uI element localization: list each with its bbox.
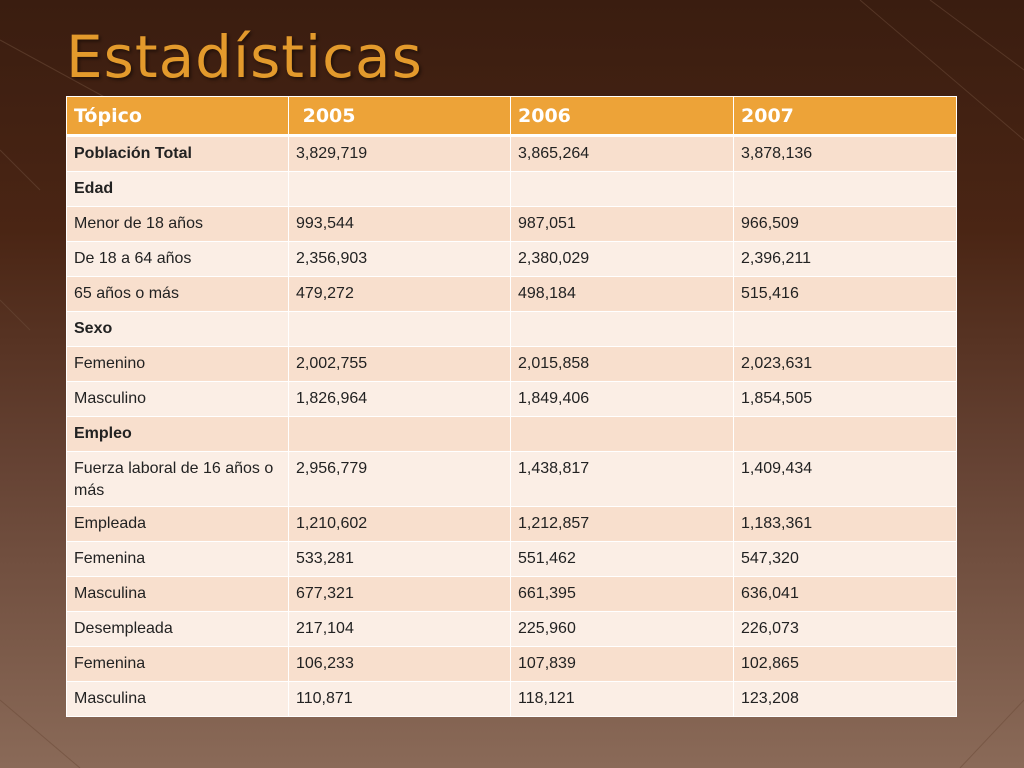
row-value: 1,438,817 xyxy=(510,451,734,507)
row-value: 1,212,857 xyxy=(510,506,734,542)
row-value: 966,509 xyxy=(733,206,957,242)
row-value: 479,272 xyxy=(288,276,511,312)
table-row: Masculina 110,871 118,121 123,208 xyxy=(66,681,957,717)
row-value: 3,878,136 xyxy=(733,135,957,172)
row-value: 551,462 xyxy=(510,541,734,577)
table-row: Fuerza laboral de 16 años o más 2,956,779… xyxy=(66,451,957,507)
row-value: 987,051 xyxy=(510,206,734,242)
table-header-row: Tópico 2005 2006 2007 xyxy=(66,96,957,137)
table-row: Menor de 18 años 993,544 987,051 966,509 xyxy=(66,206,957,242)
table-row: Población Total 3,829,719 3,865,264 3,878,1… xyxy=(66,135,957,172)
row-value: 993,544 xyxy=(288,206,511,242)
statistics-table: Tópico 2005 2006 2007 Población Total 3,8… xyxy=(66,96,957,717)
column-header-2005: 2005 xyxy=(288,96,511,137)
row-value: 2,380,029 xyxy=(510,241,734,277)
row-value: 217,104 xyxy=(288,611,511,647)
table-row: Desempleada 217,104 225,960 226,073 xyxy=(66,611,957,647)
row-value xyxy=(733,171,957,207)
row-value: 2,015,858 xyxy=(510,346,734,382)
table-row: Empleo xyxy=(66,416,957,452)
row-value: 226,073 xyxy=(733,611,957,647)
row-value: 118,121 xyxy=(510,681,734,717)
row-value: 1,826,964 xyxy=(288,381,511,417)
row-value xyxy=(733,416,957,452)
row-label: Edad xyxy=(66,171,289,207)
row-value: 636,041 xyxy=(733,576,957,612)
row-label: Masculina xyxy=(66,681,289,717)
table-row: Edad xyxy=(66,171,957,207)
row-label: Masculina xyxy=(66,576,289,612)
row-value: 2,002,755 xyxy=(288,346,511,382)
row-value: 1,854,505 xyxy=(733,381,957,417)
row-value: 1,849,406 xyxy=(510,381,734,417)
row-value: 3,829,719 xyxy=(288,135,511,172)
row-value: 106,233 xyxy=(288,646,511,682)
row-label: Femenina xyxy=(66,541,289,577)
row-value: 110,871 xyxy=(288,681,511,717)
page-title: Estadísticas xyxy=(66,23,423,91)
row-value: 515,416 xyxy=(733,276,957,312)
table-row: Empleada 1,210,602 1,212,857 1,183,361 xyxy=(66,506,957,542)
row-value: 2,023,631 xyxy=(733,346,957,382)
table-row: Femenina 533,281 551,462 547,320 xyxy=(66,541,957,577)
row-label: 65 años o más xyxy=(66,276,289,312)
row-value: 102,865 xyxy=(733,646,957,682)
row-label: Femenino xyxy=(66,346,289,382)
row-value: 677,321 xyxy=(288,576,511,612)
row-value: 123,208 xyxy=(733,681,957,717)
row-value: 533,281 xyxy=(288,541,511,577)
row-value: 107,839 xyxy=(510,646,734,682)
table-row: 65 años o más 479,272 498,184 515,416 xyxy=(66,276,957,312)
column-header-2006: 2006 xyxy=(510,96,734,137)
row-value xyxy=(288,171,511,207)
table-row: De 18 a 64 años 2,356,903 2,380,029 2,396,2… xyxy=(66,241,957,277)
row-value xyxy=(510,311,734,347)
row-label: Sexo xyxy=(66,311,289,347)
row-label: Fuerza laboral de 16 años o más xyxy=(66,451,289,507)
table-row: Masculina 677,321 661,395 636,041 xyxy=(66,576,957,612)
table-row: Sexo xyxy=(66,311,957,347)
row-label: Masculino xyxy=(66,381,289,417)
table-row: Masculino 1,826,964 1,849,406 1,854,505 xyxy=(66,381,957,417)
row-value: 1,183,361 xyxy=(733,506,957,542)
row-label: Empleada xyxy=(66,506,289,542)
row-value: 2,956,779 xyxy=(288,451,511,507)
row-value: 2,396,211 xyxy=(733,241,957,277)
row-value: 498,184 xyxy=(510,276,734,312)
table-body: Población Total 3,829,719 3,865,264 3,878,1… xyxy=(66,135,957,717)
column-header-topic: Tópico xyxy=(66,96,289,137)
row-value: 547,320 xyxy=(733,541,957,577)
row-value: 3,865,264 xyxy=(510,135,734,172)
row-label: Femenina xyxy=(66,646,289,682)
row-value xyxy=(288,416,511,452)
row-label: Empleo xyxy=(66,416,289,452)
row-value: 225,960 xyxy=(510,611,734,647)
table-row: Femenina 106,233 107,839 102,865 xyxy=(66,646,957,682)
row-value: 2,356,903 xyxy=(288,241,511,277)
row-label: Menor de 18 años xyxy=(66,206,289,242)
row-value: 1,210,602 xyxy=(288,506,511,542)
table-row: Femenino 2,002,755 2,015,858 2,023,631 xyxy=(66,346,957,382)
row-value xyxy=(733,311,957,347)
row-value xyxy=(510,171,734,207)
row-value xyxy=(288,311,511,347)
row-label: De 18 a 64 años xyxy=(66,241,289,277)
column-header-2007: 2007 xyxy=(733,96,957,137)
row-value xyxy=(510,416,734,452)
row-label: Población Total xyxy=(66,135,289,172)
row-value: 1,409,434 xyxy=(733,451,957,507)
row-value: 661,395 xyxy=(510,576,734,612)
row-label: Desempleada xyxy=(66,611,289,647)
